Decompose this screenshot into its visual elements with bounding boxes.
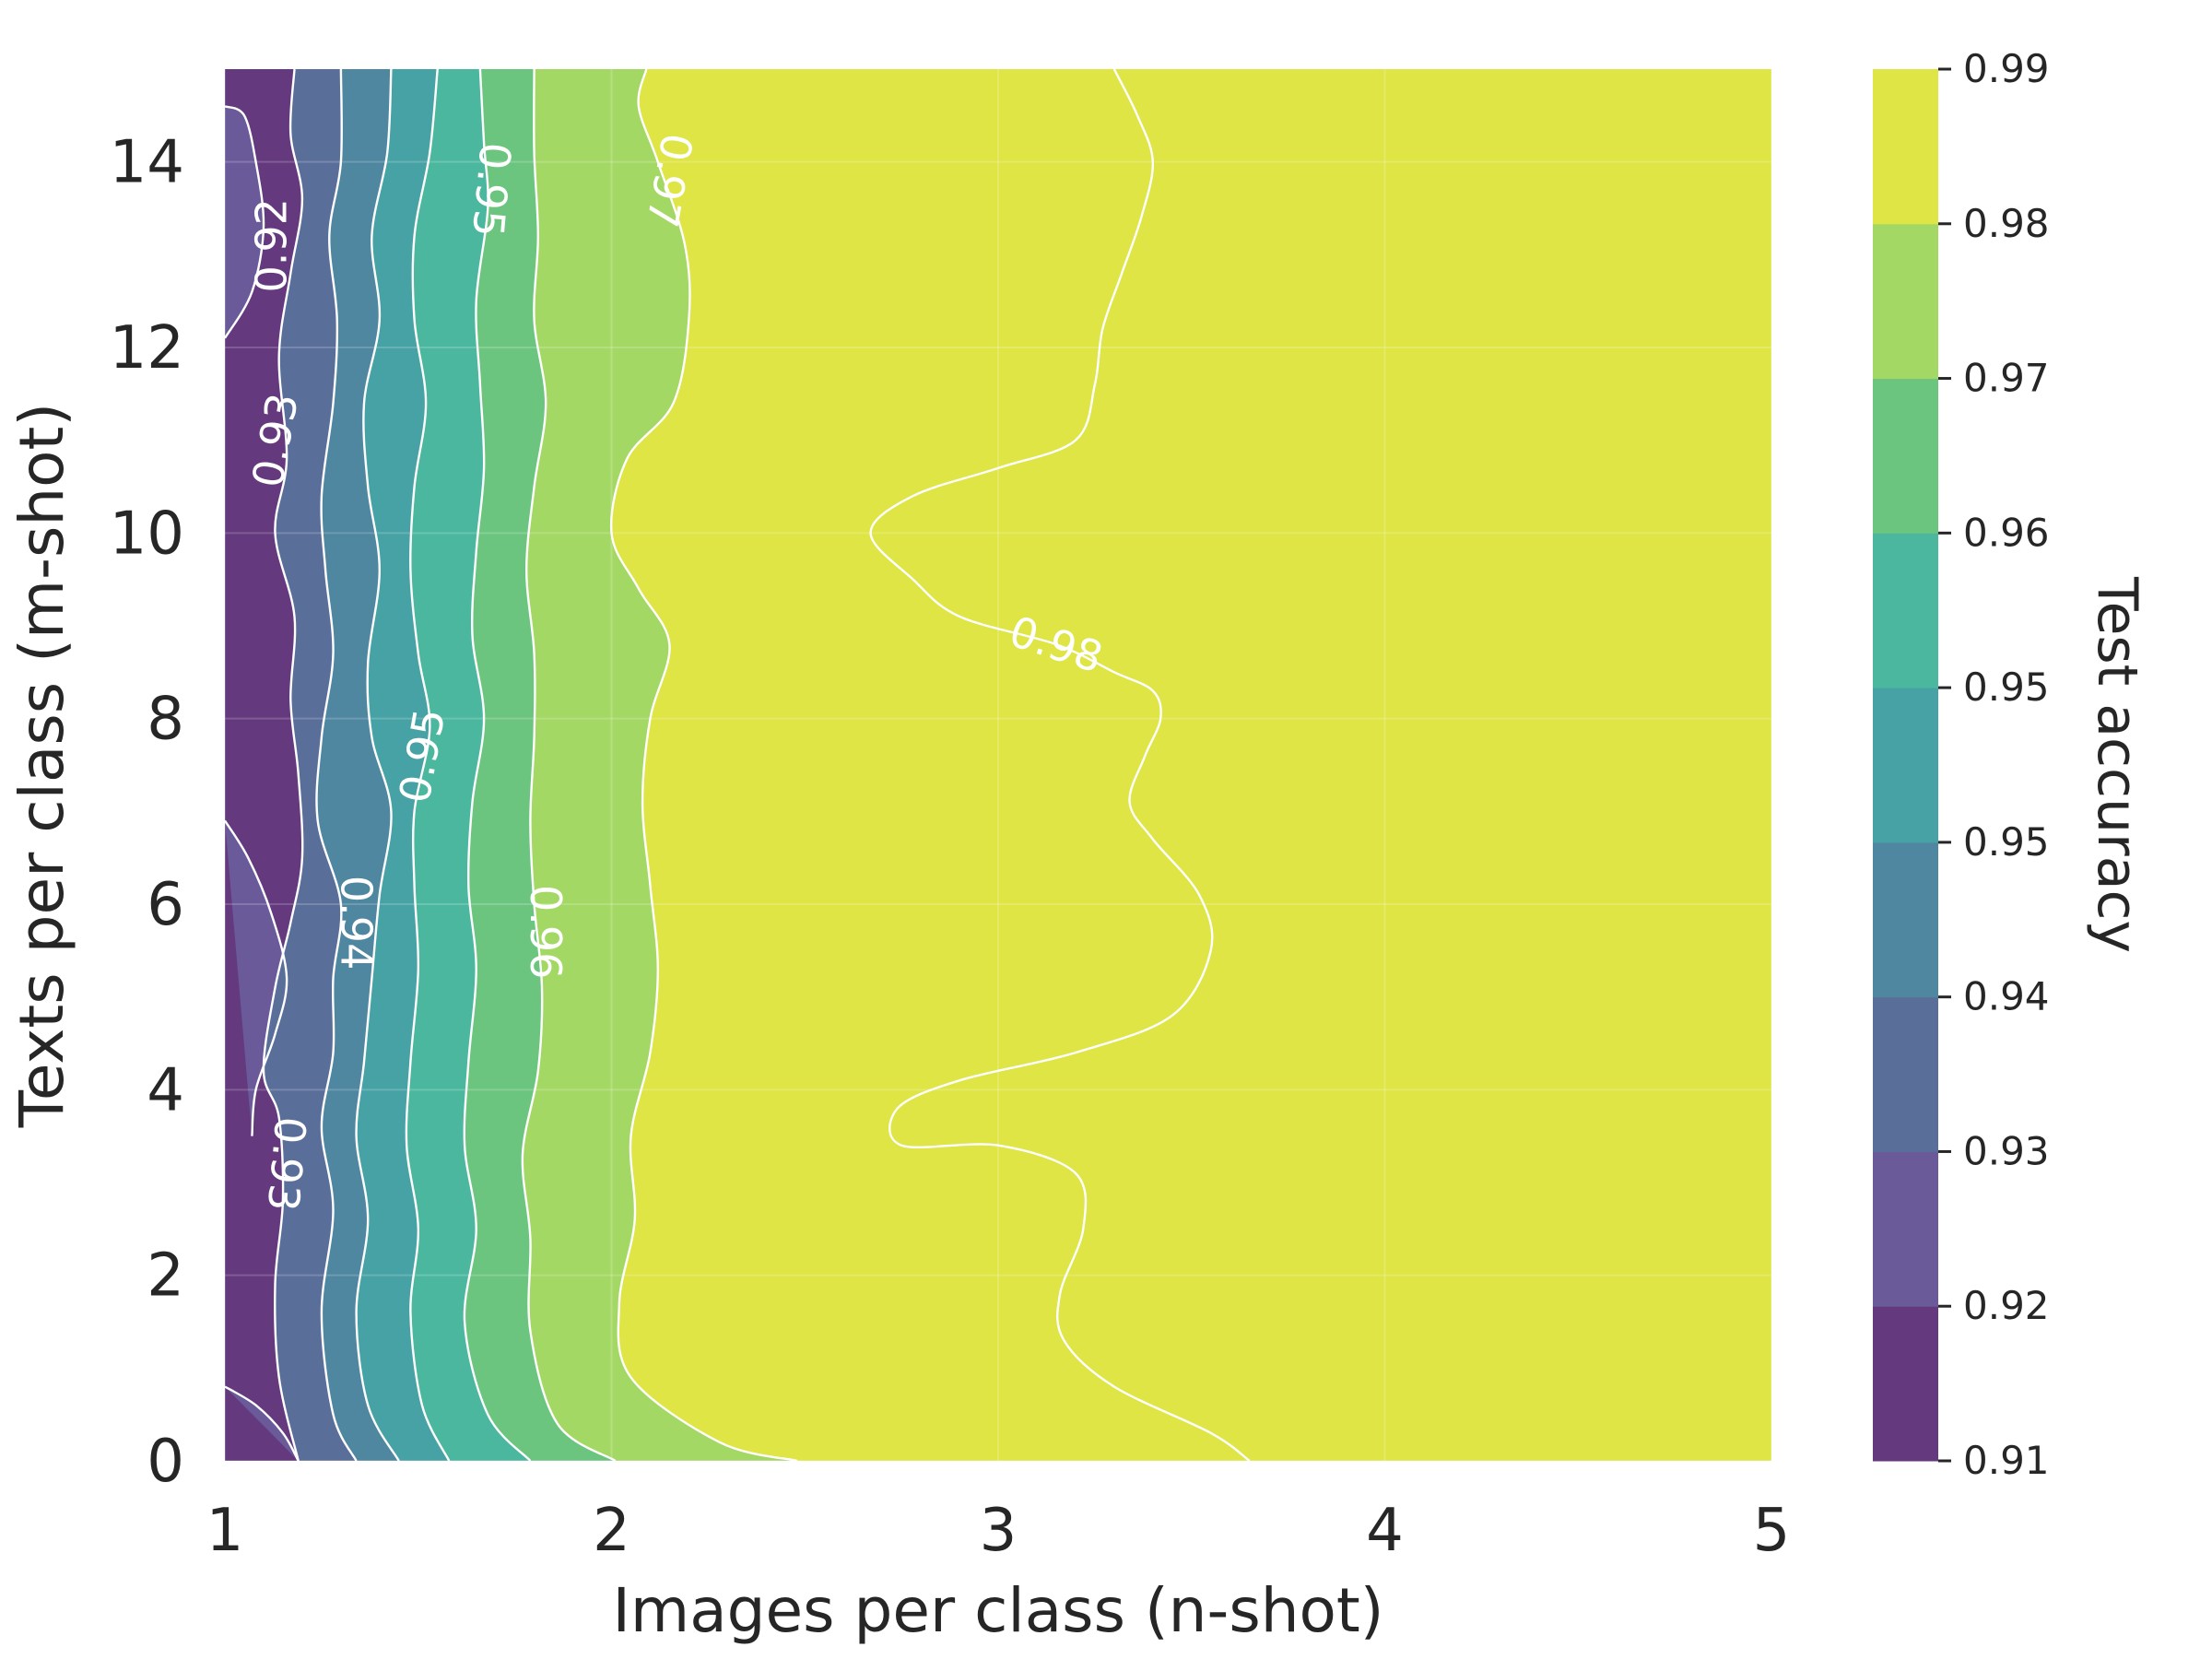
y-tick-label: 10 — [110, 500, 184, 568]
colorbar-segment — [1873, 688, 1938, 843]
colorbar-segment — [1873, 1151, 1938, 1307]
colorbar-tick-label: 0.96 — [1963, 510, 2050, 555]
y-tick-label: 2 — [147, 1242, 184, 1311]
x-tick-label: 5 — [1753, 1497, 1791, 1565]
colorbar: 0.91 0.92 0.93 0.94 0.95 0.95 0.96 0.97 0.98 0.99 — [1873, 46, 2050, 1483]
contour-line-0-1 — [225, 819, 288, 1136]
colorbar-tick-label: 0.98 — [1963, 201, 2050, 246]
colorbar-segment — [1873, 841, 1938, 998]
contour-line-2-0 — [315, 69, 358, 1461]
colorbar-segment — [1873, 223, 1938, 380]
y-tick-label: 0 — [147, 1428, 184, 1496]
colorbar-label: Test accuracy — [2085, 576, 2149, 953]
contour-line-8-0 — [869, 69, 1251, 1461]
contour-line-7-0 — [609, 69, 798, 1461]
band-fill-9-0 — [870, 69, 1771, 1461]
contour-label: 0.94 — [332, 876, 382, 970]
y-tick-label: 14 — [110, 129, 184, 197]
x-tick-label: 1 — [206, 1497, 244, 1565]
contour-line-6-0 — [521, 69, 617, 1461]
band-fill-1-0 — [225, 1386, 299, 1461]
x-tick-label: 4 — [1366, 1497, 1404, 1565]
contour-line-1-0 — [262, 69, 304, 1461]
x-tick-label: 2 — [593, 1497, 630, 1565]
contour-label: 0.96 — [521, 885, 571, 979]
y-tick-label: 12 — [110, 314, 184, 382]
band-fill-1-1 — [225, 820, 288, 1136]
colorbar-tick-label: 0.99 — [1963, 46, 2050, 91]
colorbar-tick-label: 0.93 — [1963, 1128, 2050, 1173]
colorbar-tick-label: 0.95 — [1963, 819, 2050, 865]
colorbar-tick-label: 0.95 — [1963, 665, 2050, 710]
colorbar-segment — [1873, 996, 1938, 1152]
contour-label: 0.92 — [246, 198, 296, 292]
x-tick-label: 3 — [980, 1497, 1018, 1565]
y-tick-label: 8 — [147, 686, 184, 754]
colorbar-tick-label: 0.94 — [1963, 974, 2050, 1019]
colorbar-tick-label: 0.91 — [1963, 1438, 2050, 1483]
x-axis-label: Images per class (n-shot) — [612, 1575, 1383, 1646]
y-tick-label: 6 — [147, 871, 184, 939]
contour-label: 0.93 — [258, 1114, 316, 1213]
contour-line-0-2 — [225, 105, 265, 339]
contour-line-0-0 — [225, 1385, 300, 1461]
x-axis-ticks: 1 2 3 4 5 — [206, 1497, 1791, 1565]
colorbar-tick-label: 0.97 — [1963, 356, 2050, 401]
contour-line-5-0 — [463, 69, 532, 1461]
y-axis-label: Texts per class (m-shot) — [6, 403, 77, 1128]
colorbar-segment — [1873, 69, 1938, 225]
band-fill-1-2 — [225, 106, 265, 338]
contour-line-3-0 — [355, 69, 400, 1461]
y-tick-label: 4 — [147, 1056, 184, 1124]
contour-label: 0.95 — [463, 140, 521, 239]
colorbar-segment — [1873, 378, 1938, 534]
contour-line-4-0 — [405, 69, 451, 1461]
plot-area: 0.920.930.930.940.950.950.960.970.98 — [225, 69, 1771, 1461]
colorbar-tick-label: 0.92 — [1963, 1283, 2050, 1328]
colorbar-segment — [1873, 533, 1938, 688]
y-axis-ticks: 0 2 4 6 8 10 12 14 — [110, 129, 184, 1496]
colorbar-segment — [1873, 1306, 1938, 1462]
